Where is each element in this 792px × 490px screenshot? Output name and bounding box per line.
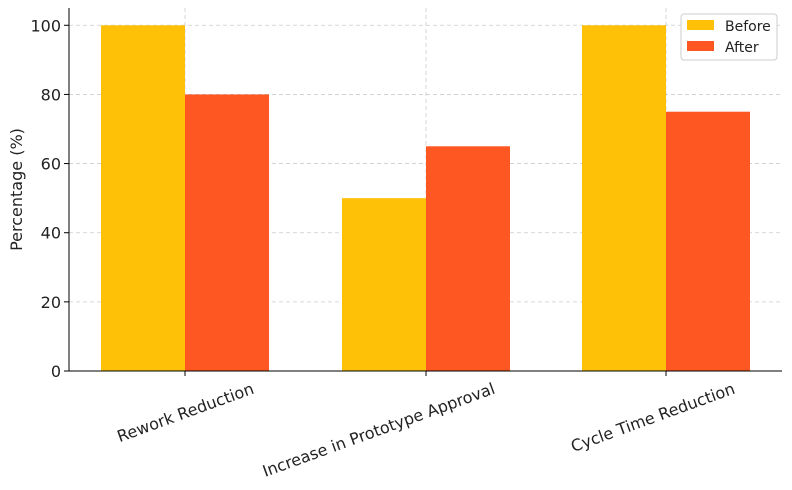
bar-before-1 [342,198,426,371]
legend-label: After [725,40,759,56]
x-tick-label: Rework Reduction [115,379,257,446]
bar-after-0 [185,94,269,371]
legend-label: Before [725,19,771,35]
y-tick-label: 0 [51,362,61,381]
bar-before-0 [101,25,185,372]
bar-before-2 [582,25,666,372]
y-tick-label: 80 [41,85,61,104]
y-tick-label: 100 [30,16,61,35]
legend-swatch [687,41,714,51]
bar-after-1 [426,146,510,371]
y-tick-label: 20 [41,293,61,312]
x-tick-label: Increase in Prototype Approval [260,379,497,481]
legend: Before After [680,13,778,61]
y-tick-label: 40 [41,224,61,243]
y-axis-label: Percentage (%) [7,128,26,251]
y-tick-label: 60 [41,155,61,174]
x-tick-label: Cycle Time Reduction [568,379,737,456]
legend-swatch [687,20,714,30]
bar-after-2 [666,111,750,371]
